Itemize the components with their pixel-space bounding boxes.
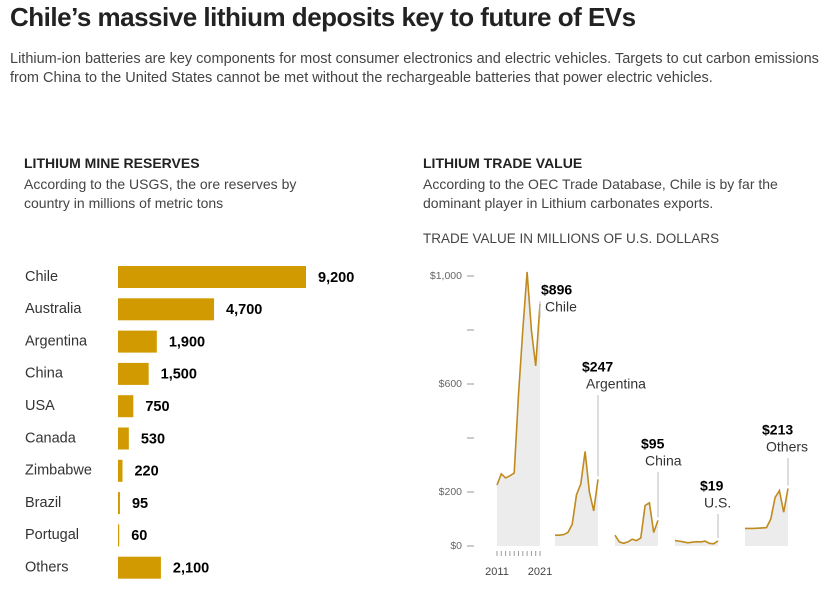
area [745, 488, 788, 546]
value-label: 220 [134, 464, 158, 480]
category-label: Others [25, 560, 69, 576]
bar [118, 266, 306, 288]
value-label: 1,500 [161, 367, 197, 383]
value-label: 750 [145, 399, 169, 415]
bar [118, 395, 134, 418]
bar [118, 330, 157, 353]
series-label: U.S. [704, 495, 731, 511]
category-label: USA [25, 398, 55, 414]
value-label: 530 [141, 431, 165, 447]
category-label: Chile [25, 269, 58, 285]
value-label: $95 [641, 436, 665, 452]
category-label: Australia [25, 301, 82, 317]
bar [118, 556, 161, 579]
page-description: Lithium-ion batteries are key components… [10, 51, 819, 86]
y-tick-label: $600 [439, 378, 463, 390]
series-label: Others [766, 439, 808, 455]
value-label: 95 [132, 496, 148, 512]
bar-chart-subtitle: According to the USGS, the ore reserves … [24, 176, 297, 211]
series-label: China [645, 453, 682, 469]
value-label: 1,900 [169, 334, 205, 350]
y-tick-label: $1,000 [430, 270, 462, 282]
series-label: Argentina [586, 376, 646, 392]
line [745, 488, 789, 530]
value-label: 9,200 [318, 270, 354, 286]
x-tick-label: 2021 [528, 566, 552, 578]
line [674, 539, 719, 545]
category-label: Portugal [25, 527, 79, 543]
category-label: Zimbabwe [25, 463, 92, 479]
bar [118, 427, 129, 450]
category-label: Canada [25, 430, 77, 446]
area [675, 540, 718, 546]
line-chart-title: LITHIUM TRADE VALUE [423, 155, 583, 171]
category-label: Argentina [25, 333, 88, 349]
y-tick-label: $0 [450, 540, 462, 552]
series-label: Chile [545, 299, 577, 315]
line-chart-subtitle: According to the OEC Trade Database, Chi… [423, 176, 778, 211]
line [614, 501, 659, 545]
x-tick-label: 2011 [485, 566, 509, 578]
value-label: $213 [762, 422, 793, 438]
area [615, 502, 658, 546]
value-label: 4,700 [226, 302, 262, 318]
value-label: $896 [541, 282, 572, 298]
value-label: 60 [131, 528, 147, 544]
y-axis-label: TRADE VALUE IN MILLIONS OF U.S. DOLLARS [423, 231, 720, 246]
line [496, 271, 541, 486]
bar-chart-title: LITHIUM MINE RESERVES [24, 155, 200, 171]
bar [118, 298, 215, 321]
category-label: China [25, 366, 64, 382]
line [555, 451, 599, 536]
value-label: 2,100 [173, 561, 209, 577]
value-label: $247 [582, 359, 613, 375]
y-tick-label: $200 [439, 486, 463, 498]
bar [118, 362, 149, 385]
page-title: Chile’s massive lithium deposits key to … [10, 2, 636, 32]
category-label: Brazil [25, 495, 61, 511]
value-label: $19 [700, 478, 724, 494]
bar [118, 492, 120, 515]
bar [118, 459, 123, 482]
bar [118, 524, 120, 547]
